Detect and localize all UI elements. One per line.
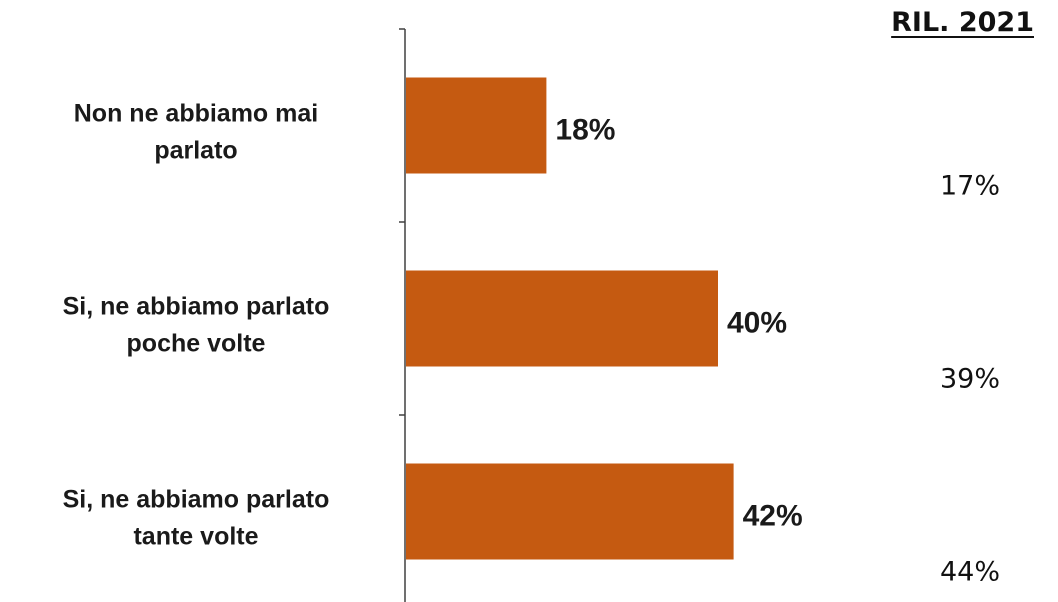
comparison-column: RIL. 2021 17% 39% 44% [891,7,1034,588]
comparison-header: RIL. 2021 [891,7,1034,38]
category-label: Si, ne abbiamo parlato [63,486,330,514]
category-label: parlato [154,137,237,165]
comparison-value: 17% [940,171,1000,202]
chart-axis [399,29,405,602]
chart-bars [406,78,734,560]
bar-value-label: 18% [555,114,615,147]
category-label: Si, ne abbiamo parlato [63,293,330,321]
comparison-value: 44% [940,557,1000,588]
category-label: tante volte [133,523,258,551]
bar [406,271,718,367]
category-label: poche volte [127,330,266,358]
comparison-value: 39% [940,364,1000,395]
category-label: Non ne abbiamo mai [74,100,318,128]
bar [406,464,734,560]
bar-value-label: 42% [743,500,803,533]
bar [406,78,546,174]
bar-value-label: 40% [727,307,787,340]
